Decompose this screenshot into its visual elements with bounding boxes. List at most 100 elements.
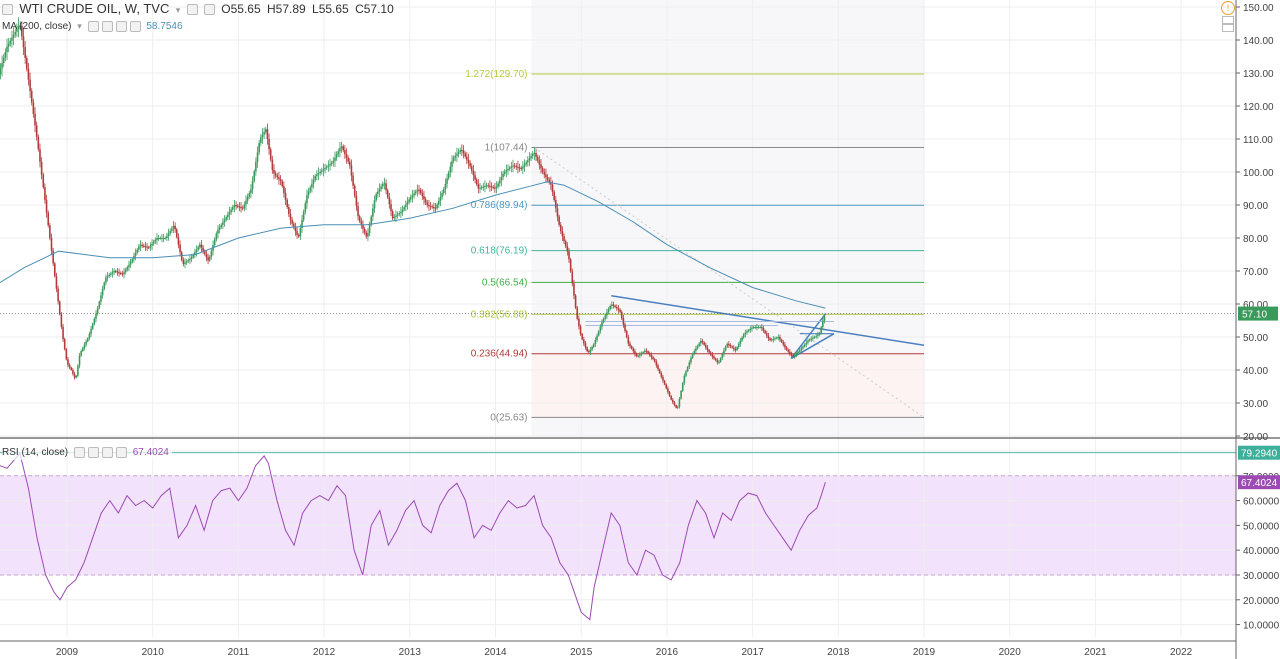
candle-body <box>184 262 186 264</box>
candle-body <box>561 231 564 237</box>
plus-icon[interactable] <box>101 446 113 458</box>
candle-body <box>96 308 99 314</box>
candle-body <box>714 358 717 361</box>
plus-icon[interactable] <box>115 20 127 32</box>
candle-body <box>42 174 45 188</box>
low-label: L <box>312 2 319 16</box>
trendline-descending[interactable] <box>611 295 925 346</box>
candle-body <box>50 238 53 251</box>
candle-body <box>210 250 213 257</box>
candle-body <box>660 373 663 377</box>
settings-icon[interactable] <box>87 446 99 458</box>
candle-body <box>378 189 381 192</box>
open-value: 55.65 <box>230 2 261 16</box>
candle-body <box>345 153 348 158</box>
candle-body <box>500 177 503 181</box>
eye-icon[interactable] <box>87 20 99 32</box>
candle-body <box>693 350 696 354</box>
candle-body <box>520 168 523 170</box>
candle-body <box>100 295 102 302</box>
candle-body <box>111 272 114 274</box>
candle-body <box>733 347 735 349</box>
candle-body <box>632 348 635 352</box>
candle-body <box>698 343 701 346</box>
warning-icon[interactable]: ! <box>1221 1 1235 15</box>
candle-body <box>316 174 318 177</box>
candle-body <box>607 309 610 313</box>
candle-body <box>85 341 87 345</box>
restore-icon[interactable] <box>1222 24 1234 32</box>
eye-icon[interactable] <box>203 4 215 16</box>
candle-body <box>235 205 237 207</box>
candle-body <box>721 354 724 359</box>
candle-body <box>86 338 89 342</box>
fib-label: 0.786(89.94) <box>471 200 528 211</box>
candle-body <box>490 186 493 188</box>
candle-body <box>612 304 615 306</box>
candle-body <box>492 186 494 188</box>
candle-body <box>566 246 569 252</box>
candle-body <box>589 349 592 353</box>
candle-body <box>785 347 788 350</box>
candle-body <box>243 204 246 209</box>
collapse-icon[interactable] <box>2 4 13 16</box>
candle-body <box>792 355 794 357</box>
candle-body <box>474 175 476 180</box>
ma-line <box>0 181 826 309</box>
candle-body <box>347 157 349 162</box>
candle-body <box>17 25 20 29</box>
candle-body <box>299 228 302 237</box>
candle-body <box>555 200 557 209</box>
candle-body <box>325 166 328 168</box>
candle-body <box>205 254 208 258</box>
candle-body <box>126 267 129 270</box>
candle-body <box>276 175 279 178</box>
candle-body <box>139 244 142 247</box>
candle-body <box>60 314 63 327</box>
candle-body <box>650 355 653 358</box>
maximize-icon[interactable] <box>1222 16 1234 24</box>
ma-legend: MA (200, close) ▾ 58.7546 <box>2 19 186 34</box>
settings-icon[interactable] <box>101 20 113 32</box>
candle-body <box>334 157 336 161</box>
time-tick-label: 2014 <box>484 647 507 658</box>
settings-icon[interactable] <box>186 4 198 16</box>
candle-body <box>681 382 684 391</box>
candle-body <box>330 162 333 165</box>
eye-icon[interactable] <box>73 446 85 458</box>
candle-body <box>647 351 649 354</box>
candle-body <box>268 139 270 150</box>
candle-body <box>319 171 321 174</box>
close-icon[interactable] <box>115 446 127 458</box>
candle-body <box>696 345 699 349</box>
candle-body <box>179 244 181 253</box>
close-icon[interactable] <box>129 20 141 32</box>
candle-body <box>260 137 262 143</box>
candle-body <box>40 161 43 175</box>
ma-value: 58.7546 <box>146 21 183 32</box>
candle-body <box>744 332 747 335</box>
candle-body <box>386 190 389 198</box>
candle-body <box>513 165 516 167</box>
rsi-last-badge <box>1238 475 1280 490</box>
candle-body <box>423 196 425 200</box>
candle-body <box>480 187 483 189</box>
candle-body <box>461 150 463 152</box>
candle-body <box>54 263 56 277</box>
candle-body <box>11 37 13 41</box>
candle-body <box>484 185 486 187</box>
candle-body <box>459 150 462 152</box>
candle-body <box>739 340 742 344</box>
candle-body <box>723 350 725 355</box>
candle-body <box>147 247 150 249</box>
trendlines[interactable] <box>0 295 1236 360</box>
candle-body <box>622 318 625 325</box>
chevron-down-icon[interactable]: ▾ <box>77 21 82 31</box>
candle-body <box>808 339 811 341</box>
candle-body <box>541 168 544 172</box>
candle-body <box>451 161 453 167</box>
trendline-channel-lower[interactable] <box>790 333 835 360</box>
chevron-down-icon[interactable]: ▾ <box>175 5 181 15</box>
candle-body <box>670 395 672 400</box>
